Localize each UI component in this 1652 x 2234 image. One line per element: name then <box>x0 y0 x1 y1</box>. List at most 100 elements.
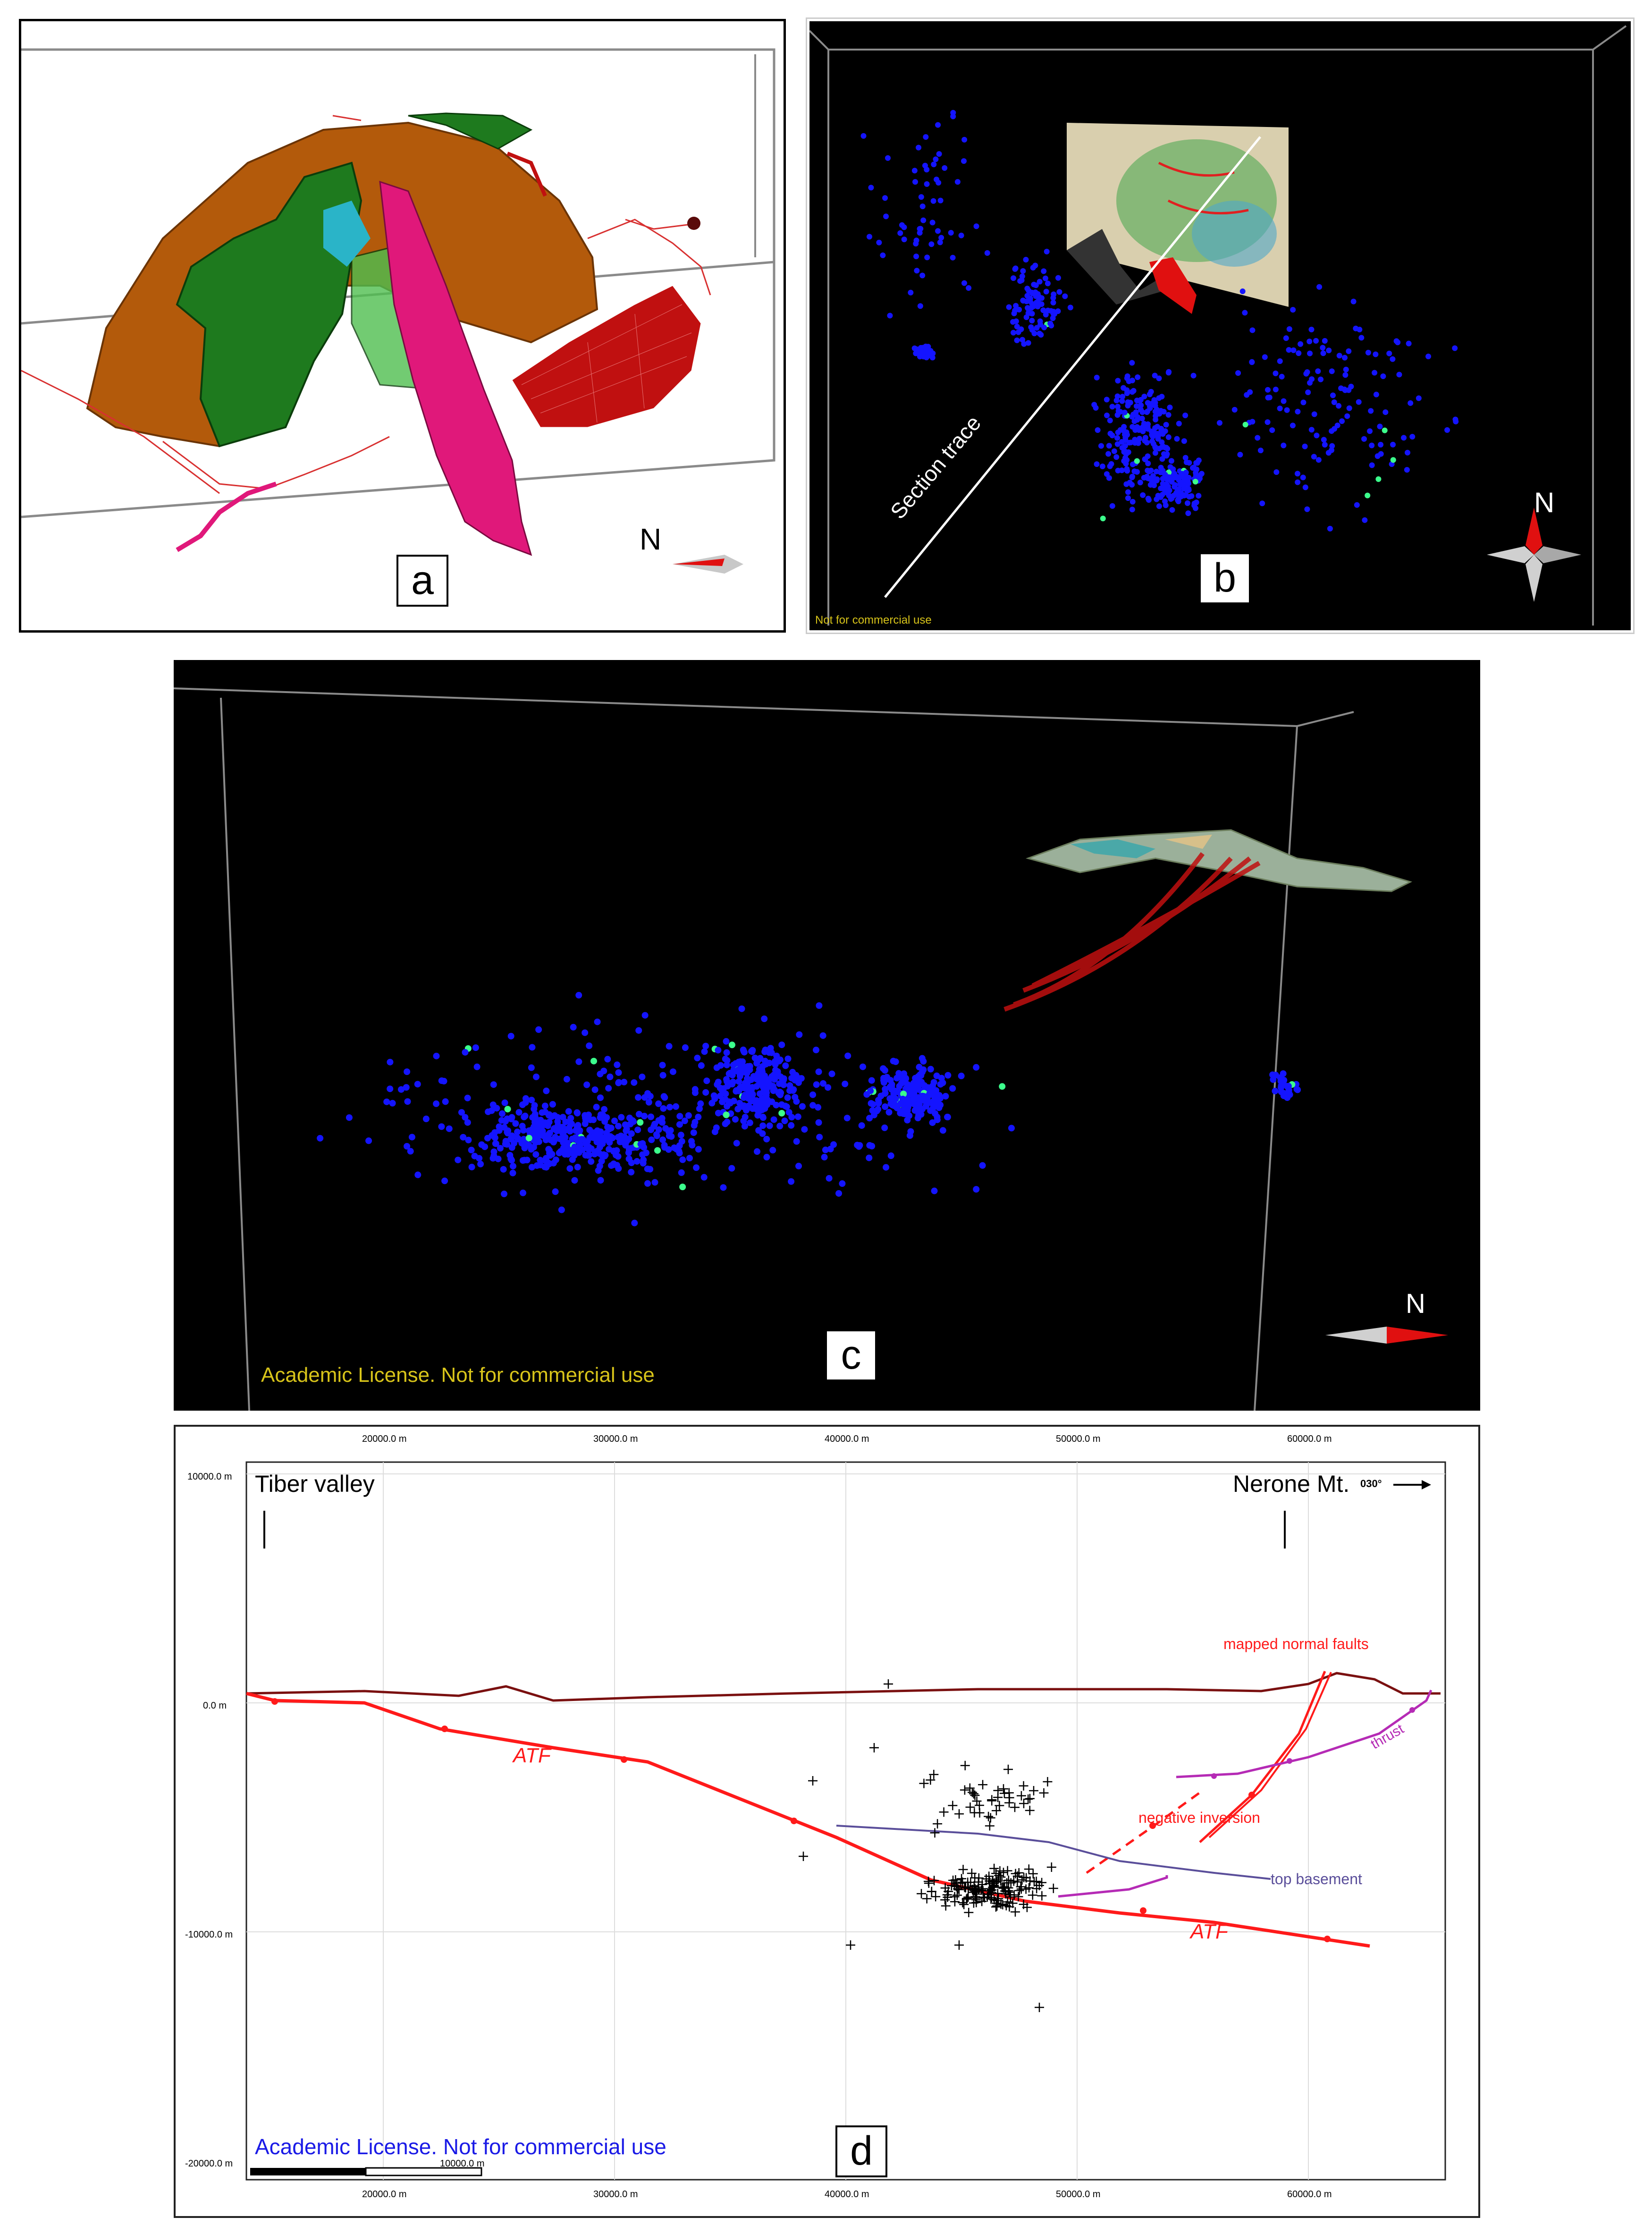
seismic-event <box>766 1049 773 1056</box>
seismic-event <box>698 1062 705 1069</box>
seismic-event <box>1133 403 1139 409</box>
seismic-event <box>1165 370 1172 376</box>
seismic-event <box>1050 308 1056 314</box>
seismic-event <box>562 1118 569 1125</box>
seismic-event <box>1322 338 1328 344</box>
seismic-event <box>522 1099 529 1106</box>
seismic-event <box>876 239 882 245</box>
seismic-event <box>572 1134 579 1141</box>
seismic-event <box>954 179 961 185</box>
seismic-event <box>880 1079 887 1086</box>
seismic-event <box>883 1164 890 1171</box>
atf-fault-line <box>246 1692 1370 1948</box>
seismic-event <box>766 1122 773 1129</box>
seismic-event <box>1190 372 1197 379</box>
seismic-event <box>885 1109 893 1116</box>
seismic-event <box>842 1080 849 1087</box>
seismic-event <box>621 1133 628 1140</box>
mapped-normal-faults-label: mapped normal faults <box>1223 1635 1369 1652</box>
seismic-event <box>1257 448 1264 454</box>
seismic-event <box>726 1100 733 1107</box>
seismic-event <box>490 1152 497 1159</box>
seismic-event <box>788 1122 795 1129</box>
seismic-event <box>655 1100 662 1107</box>
seismic-event <box>868 1142 876 1150</box>
seismic-event <box>641 1112 648 1119</box>
seismic-event <box>1124 466 1130 472</box>
seismic-event <box>1178 480 1184 486</box>
seismic-event <box>561 1140 568 1147</box>
seismic-event <box>759 1072 767 1079</box>
seismic-event <box>882 195 888 201</box>
seismic-event <box>490 1081 497 1088</box>
seismic-event <box>1163 453 1170 459</box>
seismic-event <box>462 1114 469 1121</box>
seismic-event <box>626 1115 633 1122</box>
seismic-event <box>919 1055 926 1062</box>
seismic-event <box>1284 1083 1291 1090</box>
seismic-event <box>751 1054 759 1061</box>
seismic-event <box>999 1083 1006 1090</box>
seismic-event <box>404 1068 411 1075</box>
seismic-event <box>614 1061 621 1068</box>
x-tick-bottom-4: 50000.0 m <box>1056 2189 1101 2200</box>
x-tick-top-4: 50000.0 m <box>1056 1434 1101 1444</box>
seismic-event <box>732 1116 739 1123</box>
panel-d: 20000.0 m 30000.0 m 40000.0 m 50000.0 m … <box>174 1425 1480 2218</box>
seismic-event <box>1010 319 1016 325</box>
seismic-event <box>1311 454 1317 460</box>
seismic-event <box>1056 289 1062 295</box>
seismic-event <box>655 1126 662 1133</box>
seismic-event <box>565 1108 572 1115</box>
seismic-event <box>1129 499 1136 505</box>
seismic-event <box>950 254 956 261</box>
seismic-event <box>1286 326 1292 332</box>
seismic-event <box>931 1187 938 1194</box>
seismic-event <box>973 1186 980 1193</box>
seismic-event <box>1162 498 1168 504</box>
seismic-event <box>1172 483 1178 490</box>
seismic-event <box>794 1113 801 1120</box>
seismic-event <box>733 1140 740 1147</box>
seismic-event <box>672 1103 679 1110</box>
seismic-event <box>1098 443 1104 449</box>
topography-line <box>246 1672 1441 1702</box>
seismic-event <box>950 110 956 116</box>
seismic-event <box>753 1060 760 1067</box>
seismic-event <box>317 1134 324 1142</box>
seismic-event <box>666 1128 673 1135</box>
y-tick-1: 10000.0 m <box>187 1472 232 1482</box>
seismic-event <box>691 1122 698 1129</box>
seismic-event <box>942 1093 949 1100</box>
seismic-event <box>927 1066 934 1073</box>
seismic-event <box>1409 434 1416 440</box>
seismic-event <box>693 1164 700 1171</box>
seismic-event <box>868 1077 875 1084</box>
seismic-event <box>1242 310 1248 316</box>
seismic-event <box>650 1123 657 1130</box>
seismic-event <box>1339 418 1345 424</box>
seismic-event <box>1107 463 1113 469</box>
seismic-event <box>1025 340 1031 346</box>
y-tick-4: -20000.0 m <box>185 2158 233 2169</box>
seismic-event <box>1042 275 1048 281</box>
seismic-event <box>1023 257 1029 263</box>
seismic-event <box>637 1119 644 1126</box>
seismic-event <box>1368 408 1374 414</box>
seismic-event <box>440 1078 447 1085</box>
seismic-event <box>740 1117 747 1125</box>
north-label-b: N <box>1534 487 1555 518</box>
seismic-event <box>697 1100 704 1107</box>
seismic-event <box>1153 413 1159 419</box>
seismic-event <box>1342 355 1348 361</box>
seismic-event <box>1152 425 1158 431</box>
panel-label-a: a <box>396 555 448 607</box>
seismic-event <box>723 1038 730 1045</box>
seismic-event <box>1012 307 1018 313</box>
seismic-event <box>1249 327 1256 333</box>
seismic-event <box>746 1066 753 1074</box>
seismic-event <box>659 1062 666 1069</box>
seismic-event <box>866 1115 873 1122</box>
seismic-event <box>532 1139 539 1146</box>
seismic-event <box>403 1084 410 1091</box>
